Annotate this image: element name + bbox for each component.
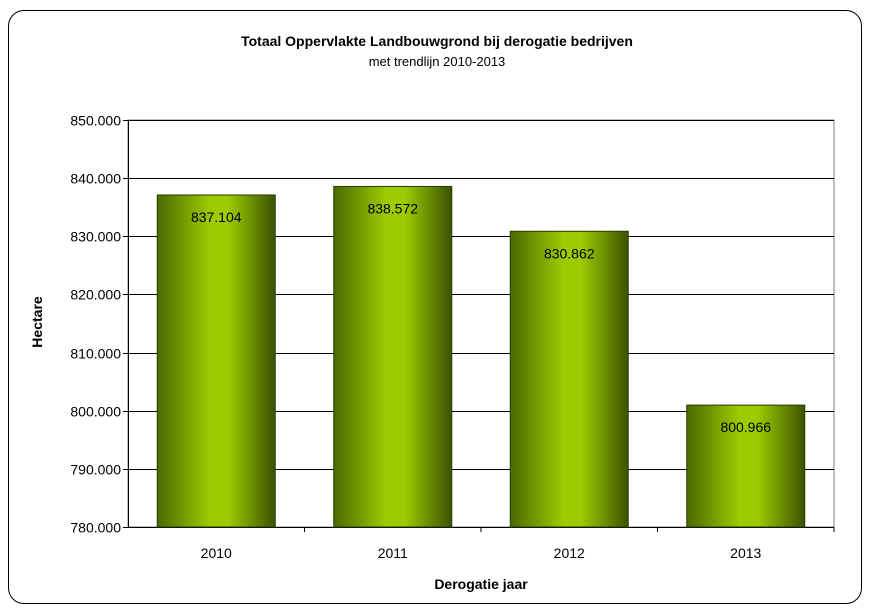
bar-value-label: 800.966: [720, 419, 771, 435]
y-tick-label: 820.000: [70, 287, 121, 303]
y-tick-label: 830.000: [70, 229, 121, 245]
y-tick-label: 810.000: [70, 346, 121, 362]
bar: [509, 230, 629, 528]
y-axis-label: Hectare: [29, 296, 45, 348]
bar: [333, 185, 453, 528]
bar: [156, 194, 276, 528]
y-tick-label: 840.000: [70, 171, 121, 187]
y-tick-label: 780.000: [70, 520, 121, 536]
chart-title: Totaal Oppervlakte Landbouwgrond bij der…: [241, 33, 633, 49]
chart-subtitle: met trendlijn 2010-2013: [369, 54, 506, 69]
x-axis-label: Derogatie jaar: [434, 576, 528, 592]
x-tick-label: 2012: [554, 545, 585, 561]
x-tick-label: 2010: [201, 545, 232, 561]
x-tick-label: 2011: [378, 545, 408, 561]
bar-value-label: 838.572: [367, 200, 418, 216]
y-tick-label: 850.000: [70, 113, 121, 129]
bar-value-label: 830.862: [544, 245, 595, 261]
y-tick-label: 800.000: [70, 404, 121, 420]
bar-value-label: 837.104: [191, 209, 242, 225]
x-tick-label: 2013: [730, 545, 761, 561]
y-tick-label: 790.000: [70, 462, 121, 478]
bar: [686, 404, 806, 528]
plot-area: 780.000 790.000 800.000 810.000 820.000 830.0…: [70, 113, 835, 561]
